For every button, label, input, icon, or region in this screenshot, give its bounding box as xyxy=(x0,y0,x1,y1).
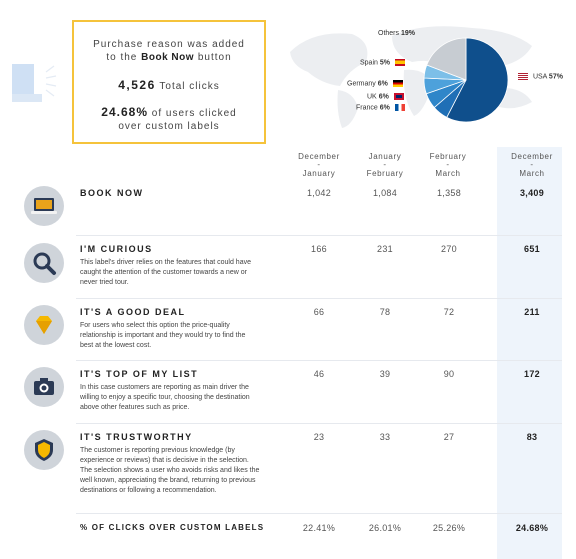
magnifier-icon xyxy=(24,243,64,283)
pie-slice-usa xyxy=(446,37,509,123)
cell-top-list-dec-jan: 46 xyxy=(313,369,325,379)
cell-good-deal-total: 211 xyxy=(524,307,540,317)
cell-top-list-feb-mar: 90 xyxy=(443,369,455,379)
summary-box: Purchase reason was added to the Book No… xyxy=(72,20,266,144)
pie-label-usa: USA 57% xyxy=(518,73,563,80)
cell-curious-feb-mar: 270 xyxy=(441,244,457,254)
cell-good-deal-dec-jan: 66 xyxy=(313,307,325,317)
footer-title: % OF CLICKS OVER CUSTOM LABELS xyxy=(80,523,265,532)
country-pie-chart xyxy=(423,37,509,123)
cell-top-list-total: 172 xyxy=(524,369,540,379)
column-header-jan-feb: January - February xyxy=(366,152,404,178)
cell-book-now-dec-jan: 1,042 xyxy=(306,188,332,198)
pie-label-others: Others 19% xyxy=(378,30,415,37)
cell-trustworthy-total: 83 xyxy=(526,432,538,442)
footer-total: 24.68% xyxy=(515,523,549,533)
row-title-top-of-list: IT'S TOP OF MY LIST xyxy=(80,369,199,379)
france-flag-icon xyxy=(394,104,405,111)
diamond-icon xyxy=(24,305,64,345)
footer-dec-jan: 22.41% xyxy=(302,523,336,533)
row-title-curious: I'M CURIOUS xyxy=(80,244,153,254)
cell-trustworthy-jan-feb: 33 xyxy=(379,432,391,442)
custom-label-percentage: 24.68% of users clicked over custom labe… xyxy=(101,105,237,133)
cell-curious-total: 651 xyxy=(524,244,540,254)
pie-label-uk: UK 6% xyxy=(367,93,404,100)
row-desc-curious: This label's driver relies on the featur… xyxy=(80,259,251,286)
cell-book-now-jan-feb: 1,084 xyxy=(372,188,398,198)
pie-slice-others xyxy=(426,37,467,81)
spain-flag-icon xyxy=(394,59,405,66)
total-column-highlight xyxy=(497,147,562,559)
book-now-emphasis: Book Now xyxy=(141,52,195,63)
cell-curious-jan-feb: 231 xyxy=(377,244,393,254)
pie-label-germany: Germany 6% xyxy=(347,80,403,87)
laptop-icon xyxy=(24,186,64,226)
camera-icon xyxy=(24,367,64,407)
row-divider xyxy=(76,423,562,424)
summary-heading: Purchase reason was added to the Book No… xyxy=(93,39,245,63)
row-title-book-now: BOOK NOW xyxy=(80,188,144,198)
cell-curious-dec-jan: 166 xyxy=(311,244,327,254)
total-clicks: 4,526 Total clicks xyxy=(118,78,220,92)
column-header-dec-jan: December - January xyxy=(298,152,340,178)
column-header-feb-mar: February - March xyxy=(429,152,467,178)
row-divider xyxy=(76,298,562,299)
germany-flag-icon xyxy=(392,80,403,87)
cell-trustworthy-dec-jan: 23 xyxy=(313,432,325,442)
usa-flag-icon xyxy=(518,73,528,80)
row-divider xyxy=(76,513,562,514)
column-header-dec-mar: December - March xyxy=(511,152,553,178)
cell-top-list-jan-feb: 39 xyxy=(379,369,391,379)
shield-icon xyxy=(24,430,64,470)
cell-trustworthy-feb-mar: 27 xyxy=(443,432,455,442)
pie-label-france: France 6% xyxy=(356,104,405,111)
row-divider xyxy=(76,235,562,236)
footer-feb-mar: 25.26% xyxy=(432,523,466,533)
row-desc-good-deal: For users who select this option the pri… xyxy=(80,322,246,349)
cell-good-deal-feb-mar: 72 xyxy=(443,307,455,317)
row-desc-top-of-list: In this case customers are reporting as … xyxy=(80,384,250,411)
pie-label-spain: Spain 5% xyxy=(360,59,405,66)
cell-book-now-feb-mar: 1,358 xyxy=(436,188,462,198)
row-desc-trustworthy: The customer is reporting previous knowl… xyxy=(80,447,260,494)
cell-good-deal-jan-feb: 78 xyxy=(379,307,391,317)
row-divider xyxy=(76,360,562,361)
row-title-trustworthy: IT'S TRUSTWORTHY xyxy=(80,432,193,442)
uk-flag-icon xyxy=(393,93,404,100)
decorative-graphic xyxy=(12,64,57,102)
cell-book-now-total: 3,409 xyxy=(519,188,545,198)
row-title-good-deal: IT'S A GOOD DEAL xyxy=(80,307,186,317)
footer-jan-feb: 26.01% xyxy=(368,523,402,533)
